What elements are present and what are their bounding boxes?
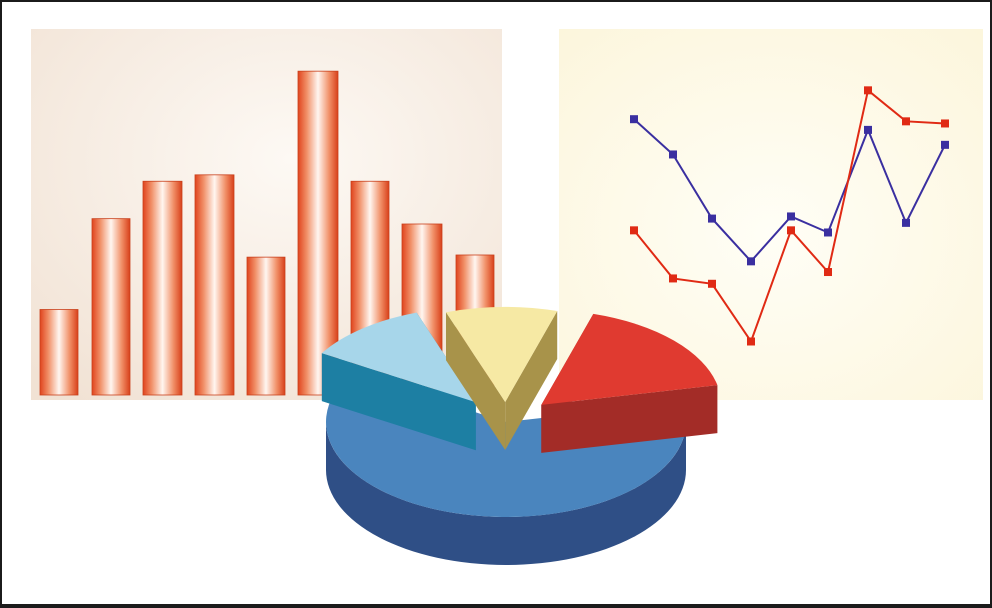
- pie-slice-top: [446, 306, 558, 402]
- data-point-marker: [941, 140, 949, 149]
- data-point-marker: [787, 212, 795, 221]
- pie-slice-cut-face: [505, 311, 558, 450]
- bar: [39, 309, 79, 396]
- data-point-marker: [747, 257, 755, 266]
- bar: [297, 70, 339, 396]
- data-point-marker: [787, 226, 795, 235]
- bar-chart: [39, 70, 495, 396]
- line-chart: [630, 86, 949, 346]
- data-point-marker: [902, 117, 910, 126]
- bar: [246, 256, 286, 396]
- pie-slice: [541, 313, 718, 453]
- pie-slice: [321, 312, 476, 451]
- bar: [142, 180, 183, 396]
- data-point-marker: [669, 150, 677, 159]
- pie-slice-cut-face: [446, 312, 506, 450]
- data-point-marker: [864, 125, 872, 134]
- pie-slice-top: [541, 313, 718, 405]
- pie-slice-side: [326, 422, 686, 565]
- data-point-marker: [747, 337, 755, 346]
- data-point-marker: [902, 218, 910, 227]
- data-point-marker: [630, 226, 638, 235]
- pie-chart: [321, 306, 718, 565]
- pie-slice: [446, 306, 558, 450]
- bar: [194, 174, 235, 396]
- pie-slice-cut-face: [321, 353, 476, 451]
- data-point-marker: [824, 268, 832, 277]
- data-point-marker: [708, 279, 716, 288]
- data-point-marker: [824, 228, 832, 237]
- pie-slice-top: [321, 312, 476, 403]
- data-point-marker: [864, 86, 872, 95]
- bar: [91, 218, 131, 396]
- data-point-marker: [941, 119, 949, 128]
- data-point-marker: [630, 115, 638, 124]
- data-point-marker: [708, 214, 716, 223]
- pie-slice-cut-face: [541, 385, 718, 453]
- data-point-marker: [669, 274, 677, 283]
